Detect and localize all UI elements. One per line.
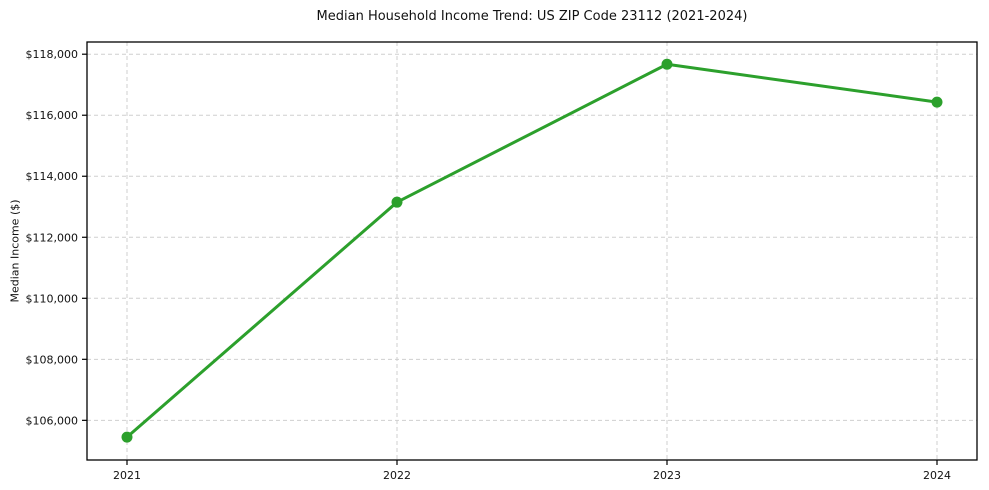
chart-title: Median Household Income Trend: US ZIP Co… [316,9,748,24]
y-tick-label: $114,000 [26,170,79,183]
data-point-marker-2024 [931,96,943,108]
y-tick-label: $108,000 [26,353,79,366]
y-tick-label: $112,000 [26,231,79,244]
y-tick-label: $118,000 [26,48,79,61]
plot-border [86,41,978,461]
x-tick-label: 2024 [923,469,951,482]
data-point-marker-2021 [121,431,133,443]
data-point-marker-2023 [661,58,673,70]
data-point-marker-2022 [391,196,403,208]
x-tick-label: 2021 [113,469,141,482]
y-tick-label: $110,000 [26,292,79,305]
trend-line [125,62,939,439]
y-tick-label: $106,000 [26,414,79,427]
y-tick-label: $116,000 [26,109,79,122]
x-tick-label: 2022 [383,469,411,482]
x-tick-label: 2023 [653,469,681,482]
